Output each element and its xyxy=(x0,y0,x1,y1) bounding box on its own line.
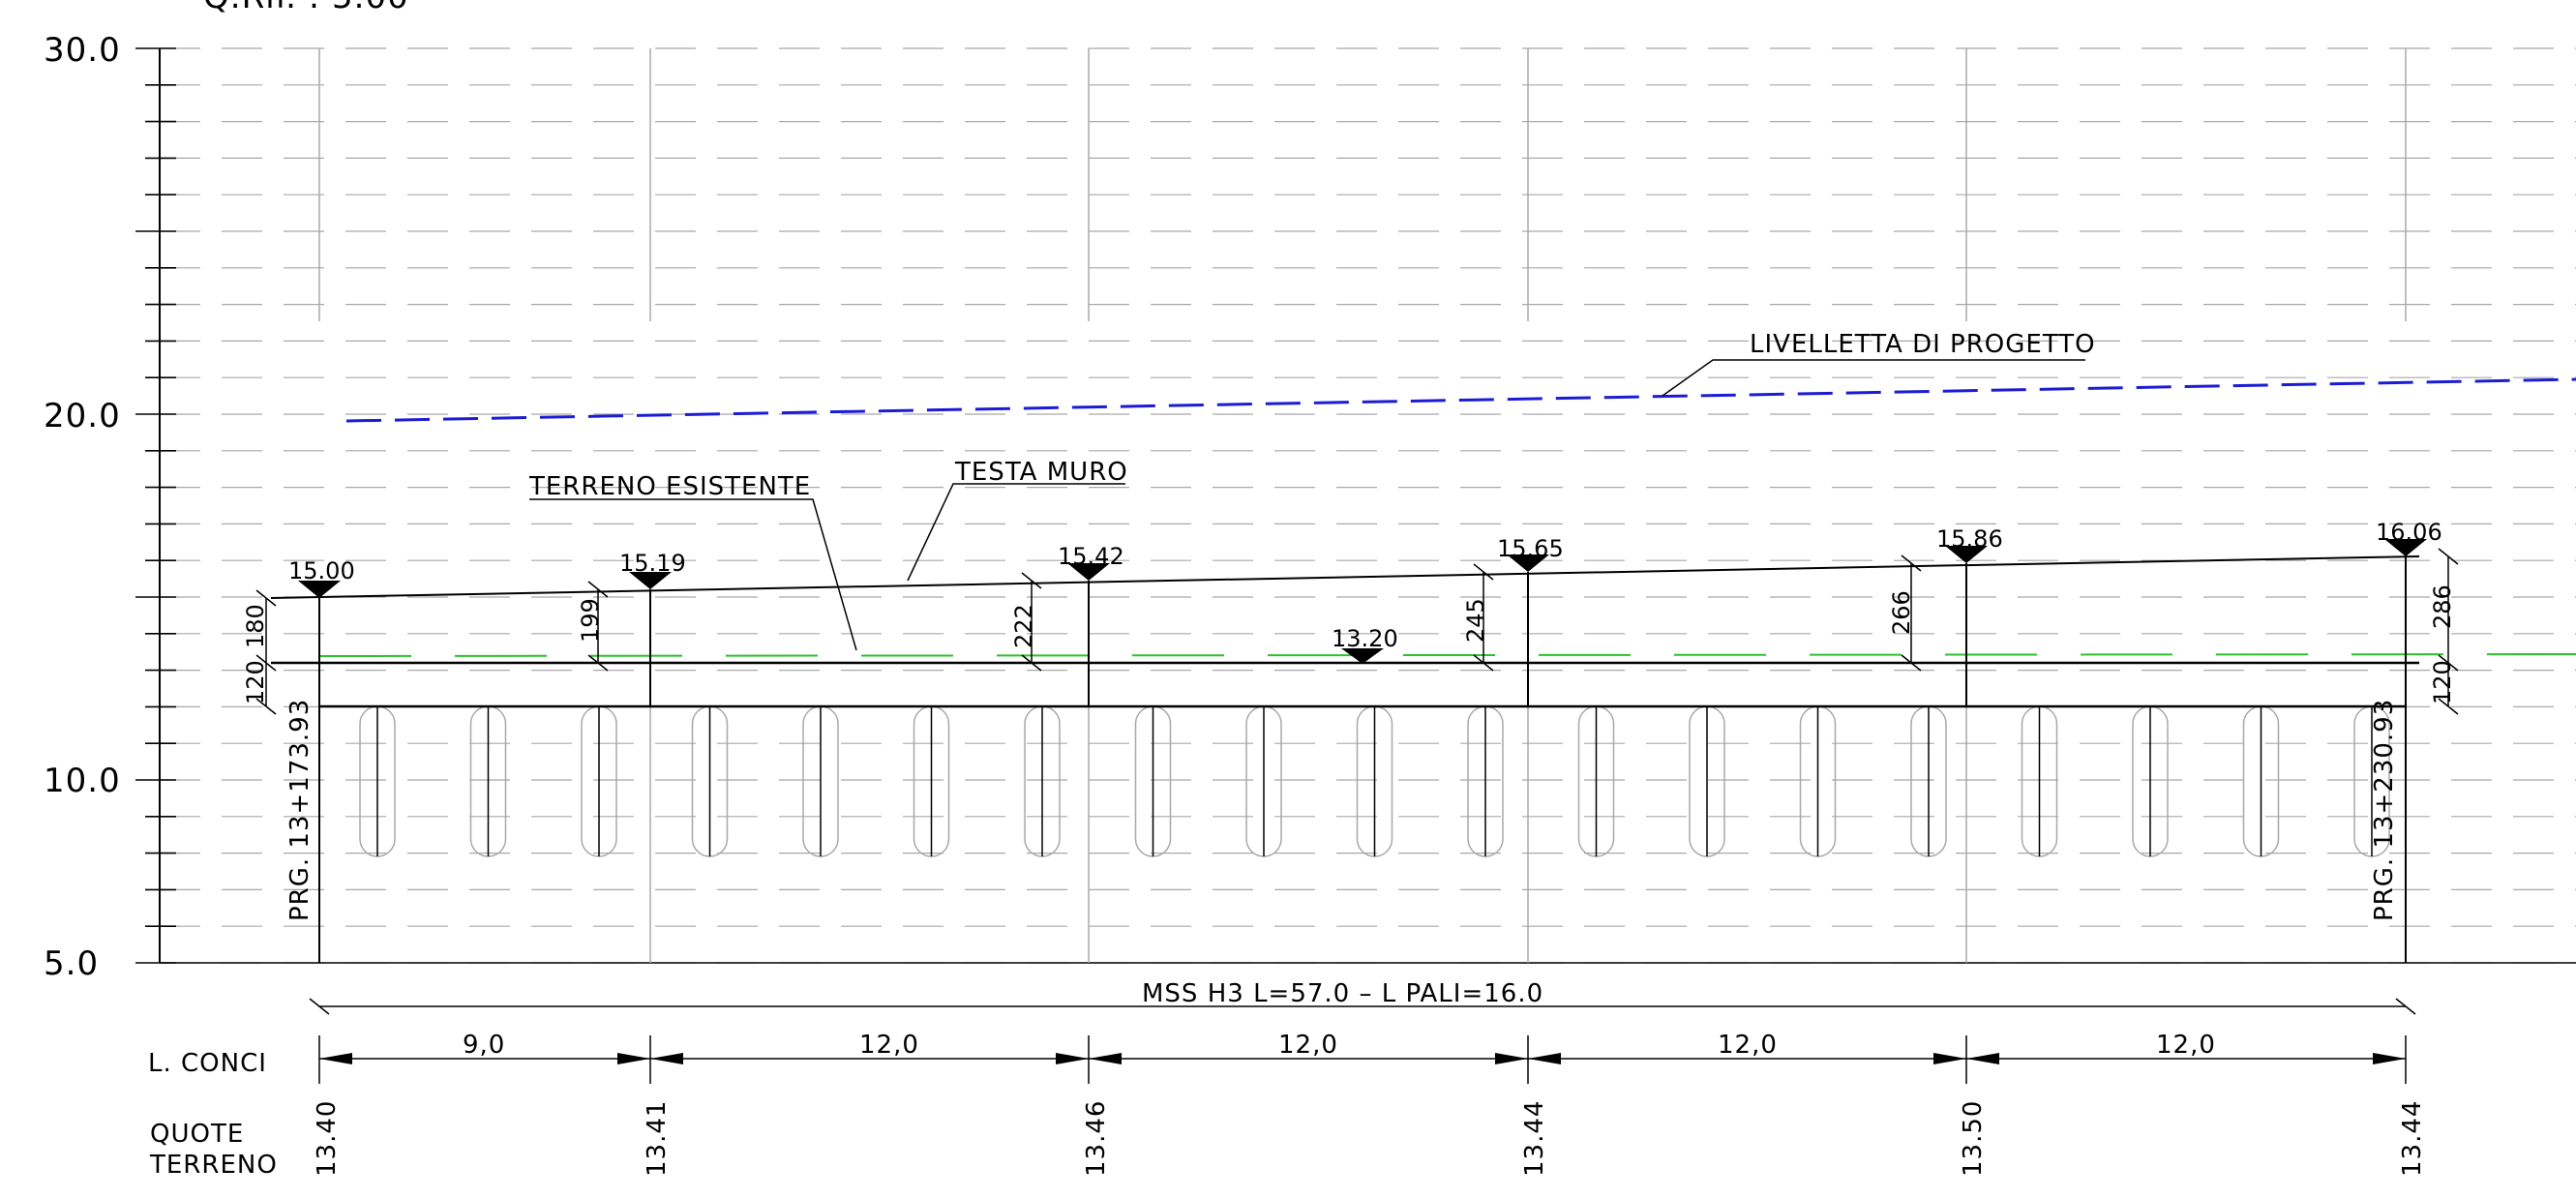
pile xyxy=(913,705,950,857)
pile xyxy=(581,705,617,857)
dimension-tick xyxy=(1021,654,1042,672)
height-dimension: 180 xyxy=(242,604,269,648)
livelletta-leader xyxy=(1662,359,2085,397)
terrain-line xyxy=(318,653,2576,657)
arrowhead xyxy=(617,1053,650,1064)
testa-muro-label: TESTA MURO xyxy=(954,458,1128,487)
elevation-marker xyxy=(1507,554,1549,572)
dimension-tick xyxy=(2438,548,2459,565)
foundation-piles xyxy=(359,705,2390,857)
foundation-dimension: 120 xyxy=(2429,660,2456,704)
quota-terreno: 13.40 xyxy=(313,1100,342,1177)
header-fragment: Q.Rif. : 5.00 xyxy=(203,0,409,16)
pile xyxy=(1024,705,1061,857)
dimension-tick xyxy=(1901,654,1922,672)
height-dimension: 245 xyxy=(1462,598,1489,643)
pile xyxy=(359,705,396,857)
dimension-tick xyxy=(255,698,277,715)
pile xyxy=(2021,705,2058,857)
dimension-tick xyxy=(309,998,330,1015)
pile xyxy=(691,705,729,857)
arrowhead xyxy=(650,1053,683,1064)
dimension-tick xyxy=(1473,563,1494,581)
y-axis-tick-30: 30.0 xyxy=(44,31,121,70)
dimension-tick xyxy=(2438,698,2459,715)
dimension-tick xyxy=(255,589,277,607)
arrowhead xyxy=(1089,1053,1122,1064)
foundation-dimension: 120 xyxy=(242,660,269,704)
pile xyxy=(2242,705,2280,857)
height-dimension: 199 xyxy=(577,598,604,643)
quote-row-label: QUOTE xyxy=(150,1120,244,1149)
dimension-tick xyxy=(587,654,609,672)
arrowhead xyxy=(2373,1053,2406,1064)
dimension-tick xyxy=(1901,554,1922,572)
arrowhead xyxy=(1495,1053,1528,1064)
elevation-marker xyxy=(1067,563,1110,581)
pile xyxy=(1356,705,1393,857)
conci-row-label: L. CONCI xyxy=(148,1049,267,1078)
elevation-label: 15.00 xyxy=(288,557,355,584)
wall-top-line xyxy=(270,555,2420,599)
pile xyxy=(1245,705,1282,857)
pile xyxy=(1467,705,1504,857)
height-dimension: 286 xyxy=(2429,584,2456,629)
livelletta-label: LIVELLETTA DI PROGETTO xyxy=(1750,330,2096,359)
y-axis-tick-20: 20.0 xyxy=(44,397,121,435)
elevation-label: 15.86 xyxy=(1936,525,2003,553)
pile xyxy=(469,705,507,857)
conci-length: 12,0 xyxy=(859,1031,919,1060)
testa-muro-leader xyxy=(907,483,1125,582)
wall-title: MSS H3 L=57.0 – L PALI=16.0 xyxy=(1142,979,1543,1008)
elevation-marker xyxy=(629,572,672,589)
elevation-marker xyxy=(1945,546,1988,563)
conci-length: 12,0 xyxy=(1278,1031,1338,1060)
elevation-label: 15.19 xyxy=(619,550,686,577)
profile-grid xyxy=(135,47,2576,964)
dimension-tick xyxy=(587,581,609,598)
elevation-marker xyxy=(298,581,341,598)
terreno-leader xyxy=(529,498,857,651)
quota-terreno: 13.41 xyxy=(643,1100,672,1177)
quota-terreno: 13.44 xyxy=(2398,1100,2427,1177)
dimension-tick xyxy=(2395,998,2416,1015)
quote-row-label: TERRENO xyxy=(149,1151,278,1180)
conci-length: 12,0 xyxy=(2156,1031,2216,1060)
mid-elevation-label: 13.20 xyxy=(1332,625,1398,652)
conci-length: 12,0 xyxy=(1718,1031,1778,1060)
quota-terreno: 13.44 xyxy=(1520,1100,1549,1177)
arrowhead xyxy=(1056,1053,1089,1064)
pile xyxy=(1799,705,1837,857)
elevation-label: 16.06 xyxy=(2376,519,2442,546)
dimension-tick xyxy=(1473,654,1494,672)
elevation-marker xyxy=(2384,539,2427,556)
pile xyxy=(2132,705,2169,857)
arrowhead xyxy=(319,1053,352,1064)
height-dimension: 266 xyxy=(1888,590,1915,635)
pile xyxy=(1689,705,1725,857)
pile xyxy=(802,705,839,857)
arrowhead xyxy=(1966,1053,1999,1064)
pile xyxy=(1577,705,1615,857)
y-axis-tick-10: 10.0 xyxy=(44,762,121,800)
station-end: PRG. 13+230.93 xyxy=(2370,699,2399,921)
conci-length: 9,0 xyxy=(463,1031,505,1060)
station-start: PRG. 13+173.93 xyxy=(285,699,315,921)
terreno-esistente-label: TERRENO ESISTENTE xyxy=(528,472,811,501)
height-dimension: 222 xyxy=(1010,604,1037,648)
elevation-marker xyxy=(1341,648,1384,664)
arrowhead xyxy=(1933,1053,1966,1064)
elevation-label: 15.42 xyxy=(1058,543,1124,570)
elevation-label: 15.65 xyxy=(1497,535,1564,562)
wall-geometry xyxy=(255,359,2576,1084)
pile xyxy=(1134,705,1172,857)
pile xyxy=(1910,705,1947,857)
design-line xyxy=(345,377,2576,423)
dimension-tick xyxy=(1021,572,1042,589)
arrowhead xyxy=(1528,1053,1561,1064)
quota-terreno: 13.46 xyxy=(1082,1100,1111,1177)
y-axis-tick-5: 5.0 xyxy=(44,944,99,983)
quota-terreno: 13.50 xyxy=(1959,1100,1988,1177)
